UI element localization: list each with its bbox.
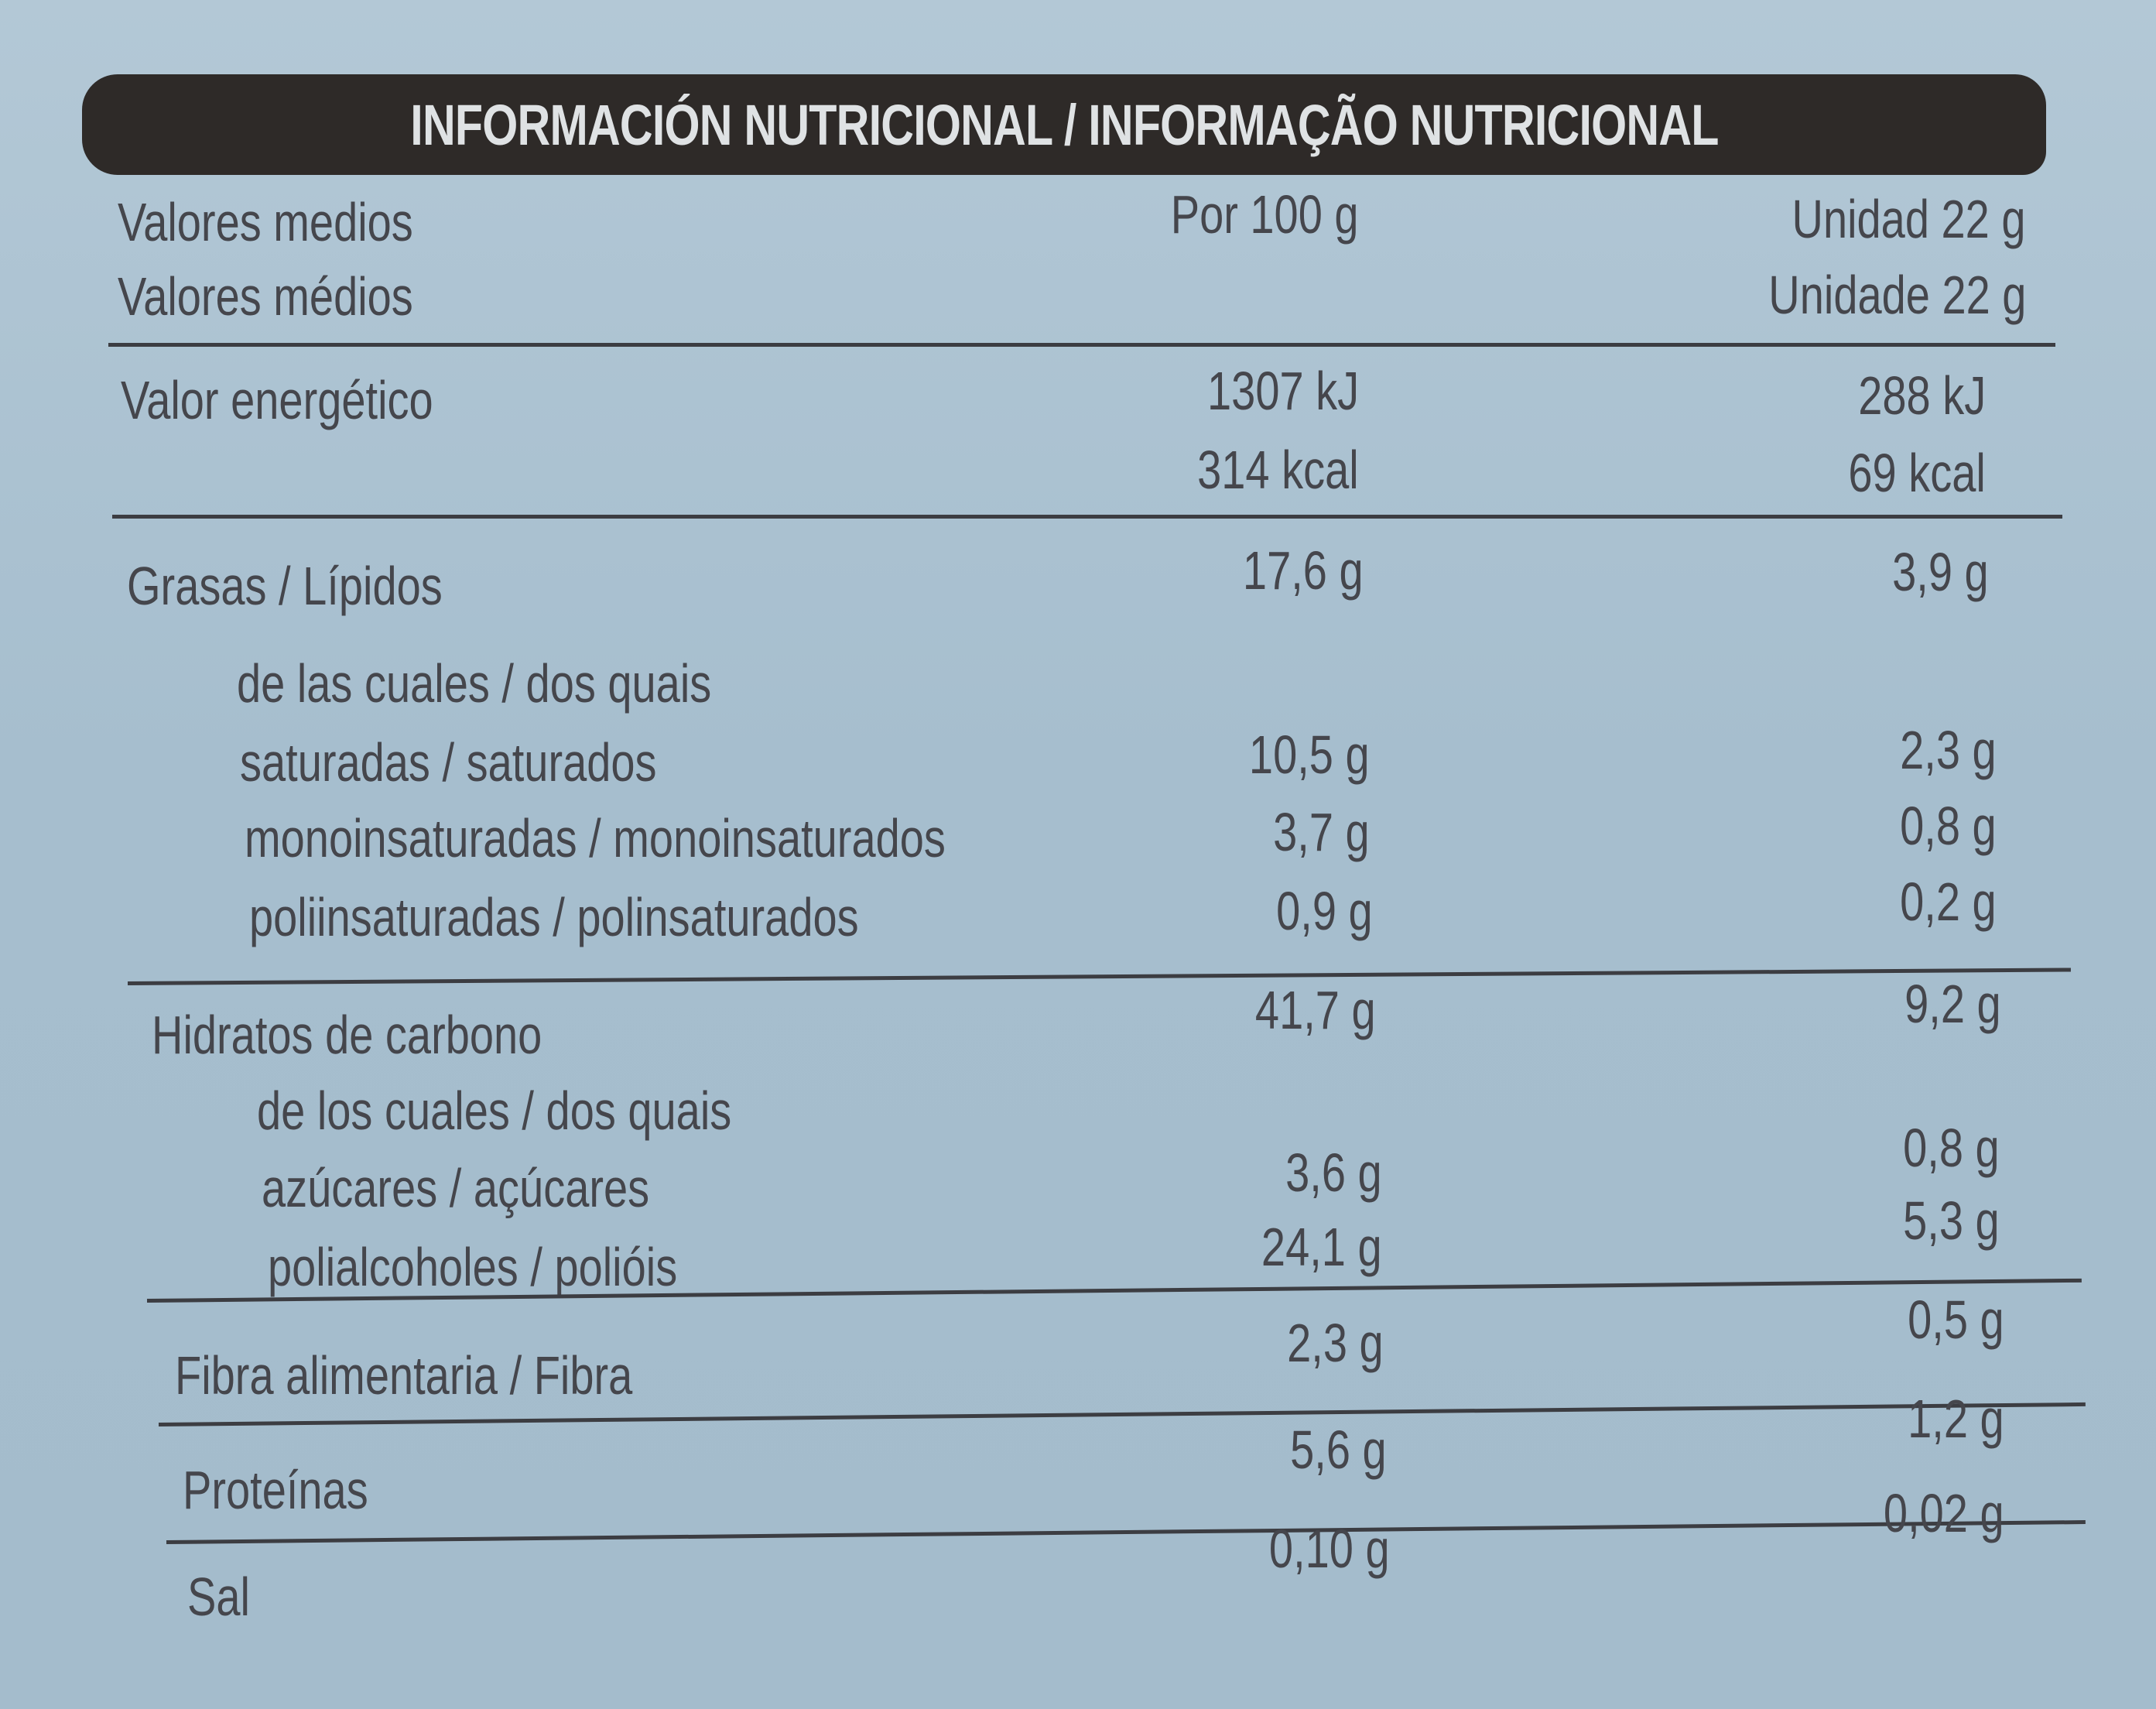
carbs-label: Hidratos de carbono <box>152 1005 542 1065</box>
energy-unit-kj: 288 kJ <box>1858 365 1986 426</box>
poly-unit: 0,2 g <box>1900 872 1997 932</box>
energy-per100-kj: 1307 kJ <box>1206 361 1359 421</box>
energy-per100-kcal: 314 kcal <box>1197 440 1359 500</box>
polyols-per100: 24,1 g <box>1261 1217 1382 1277</box>
protein-per100: 5,6 g <box>1290 1420 1387 1480</box>
saturated-per100: 10,5 g <box>1249 724 1370 785</box>
fibre-label: Fibra alimentaria / Fibra <box>175 1345 633 1406</box>
header-label-pt: Valores médios <box>118 266 413 327</box>
header-per100: Por 100 g <box>1171 184 1359 245</box>
fat-unit: 3,9 g <box>1892 542 1989 602</box>
header-unit-pt: Unidade 22 g <box>1768 265 2026 325</box>
protein-unit: 1,2 g <box>1908 1389 2004 1449</box>
sugars-label: azúcares / açúcares <box>262 1158 650 1218</box>
salt-unit: 0,02 g <box>1884 1483 2004 1543</box>
fat-label: Grasas / Lípidos <box>127 556 443 616</box>
fibre-per100: 2,3 g <box>1287 1313 1384 1373</box>
carbs-of-which: de los cuales / dos quais <box>257 1081 732 1141</box>
sugars-per100: 3,6 g <box>1285 1142 1382 1203</box>
header-unit-es: Unidad 22 g <box>1792 189 2026 249</box>
mono-label: monoinsaturadas / monoinsaturados <box>245 808 946 868</box>
saturated-unit: 2,3 g <box>1900 720 1997 780</box>
protein-label: Proteínas <box>183 1460 368 1520</box>
divider-energy <box>112 515 2062 519</box>
salt-per100: 0,10 g <box>1269 1519 1390 1579</box>
header-label-es: Valores medios <box>118 192 413 252</box>
fat-per100: 17,6 g <box>1243 540 1364 601</box>
polyols-unit: 5,3 g <box>1903 1190 2000 1251</box>
poly-label: poliinsaturadas / polinsaturados <box>249 887 859 947</box>
table-title: INFORMACIÓN NUTRICIONAL / INFORMAÇÃO NUT… <box>409 92 1719 157</box>
sugars-unit: 0,8 g <box>1903 1118 2000 1178</box>
poly-per100: 0,9 g <box>1276 881 1373 941</box>
fibre-unit: 0,5 g <box>1908 1289 2004 1350</box>
salt-label: Sal <box>187 1567 250 1627</box>
energy-unit-kcal: 69 kcal <box>1848 443 1986 503</box>
fat-of-which: de las cuales / dos quais <box>237 653 712 714</box>
saturated-label: saturadas / saturados <box>240 732 657 793</box>
polyols-label: polialcoholes / polióis <box>268 1237 678 1297</box>
title-bar: INFORMACIÓN NUTRICIONAL / INFORMAÇÃO NUT… <box>82 74 2046 175</box>
mono-unit: 0,8 g <box>1900 796 1997 856</box>
divider-header <box>108 343 2055 347</box>
carbs-unit: 9,2 g <box>1904 974 2001 1034</box>
mono-per100: 3,7 g <box>1273 802 1370 862</box>
carbs-per100: 41,7 g <box>1255 980 1376 1040</box>
energy-label: Valor energético <box>121 370 433 430</box>
